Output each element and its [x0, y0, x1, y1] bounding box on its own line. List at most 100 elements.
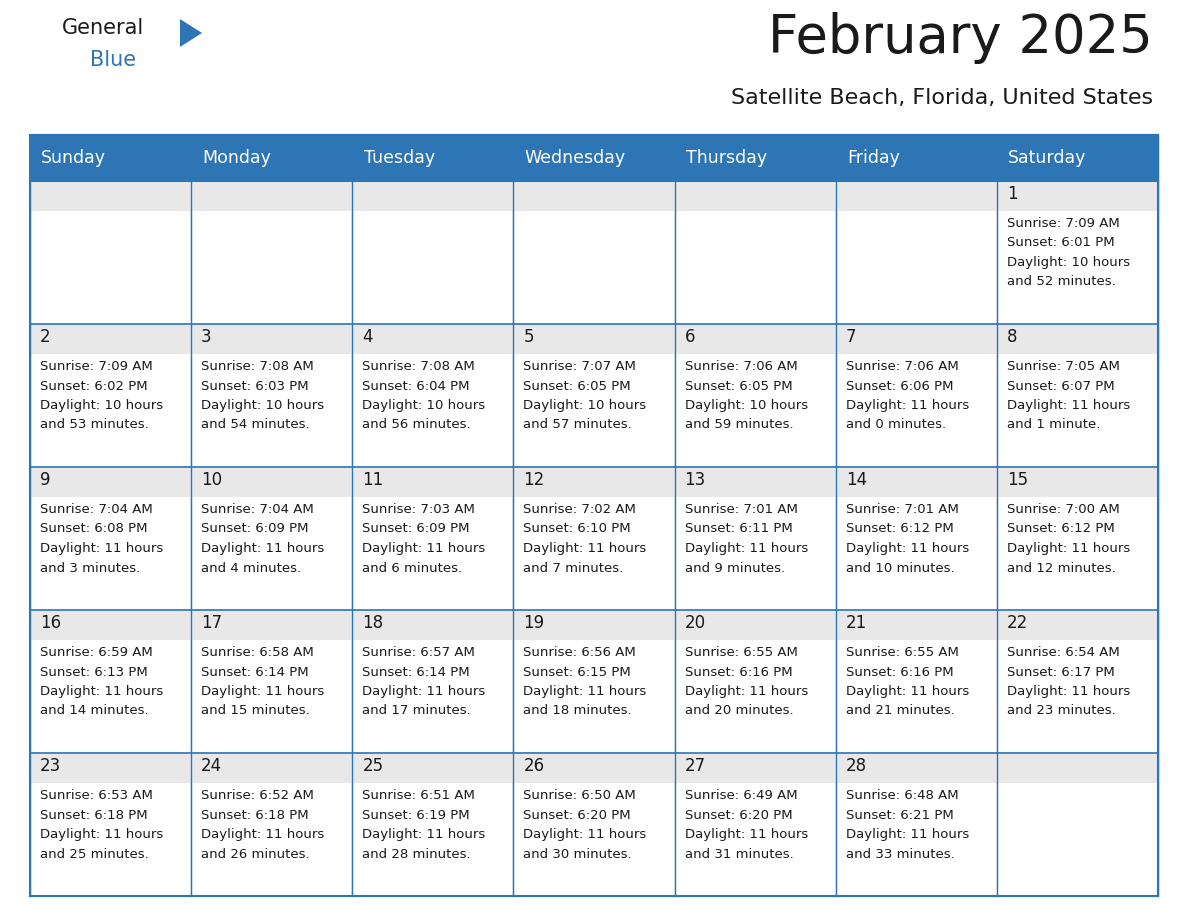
Text: Sunrise: 7:01 AM: Sunrise: 7:01 AM — [684, 503, 797, 516]
Polygon shape — [181, 19, 202, 47]
Text: and 14 minutes.: and 14 minutes. — [40, 704, 148, 718]
Text: and 26 minutes.: and 26 minutes. — [201, 847, 310, 860]
Text: Sunrise: 7:06 AM: Sunrise: 7:06 AM — [846, 360, 959, 373]
Text: and 17 minutes.: and 17 minutes. — [362, 704, 470, 718]
Text: Sunrise: 6:55 AM: Sunrise: 6:55 AM — [684, 646, 797, 659]
Text: Sunrise: 7:08 AM: Sunrise: 7:08 AM — [362, 360, 475, 373]
Text: Sunrise: 7:02 AM: Sunrise: 7:02 AM — [524, 503, 637, 516]
Bar — [513, 181, 675, 324]
Text: Sunrise: 7:06 AM: Sunrise: 7:06 AM — [684, 360, 797, 373]
Text: Sunrise: 7:04 AM: Sunrise: 7:04 AM — [40, 503, 153, 516]
Bar — [191, 610, 353, 753]
Bar — [191, 467, 353, 610]
Bar — [997, 324, 1158, 354]
Bar — [191, 467, 353, 497]
Text: Sunset: 6:07 PM: Sunset: 6:07 PM — [1007, 379, 1114, 393]
Bar — [675, 610, 835, 753]
Text: Daylight: 11 hours: Daylight: 11 hours — [846, 542, 969, 555]
Bar — [191, 610, 353, 640]
Bar — [835, 467, 997, 497]
Bar — [675, 753, 835, 783]
Text: 27: 27 — [684, 757, 706, 775]
Text: Sunset: 6:16 PM: Sunset: 6:16 PM — [684, 666, 792, 678]
Bar — [675, 467, 835, 610]
Text: and 28 minutes.: and 28 minutes. — [362, 847, 470, 860]
Text: Sunset: 6:20 PM: Sunset: 6:20 PM — [684, 809, 792, 822]
Bar — [353, 610, 513, 640]
Text: Daylight: 11 hours: Daylight: 11 hours — [846, 828, 969, 841]
Text: Sunset: 6:11 PM: Sunset: 6:11 PM — [684, 522, 792, 535]
Bar — [353, 610, 513, 753]
Bar — [513, 610, 675, 753]
Text: Sunset: 6:19 PM: Sunset: 6:19 PM — [362, 809, 470, 822]
Text: Daylight: 11 hours: Daylight: 11 hours — [1007, 685, 1130, 698]
Text: Sunset: 6:09 PM: Sunset: 6:09 PM — [201, 522, 309, 535]
Text: 22: 22 — [1007, 614, 1028, 632]
Text: Sunrise: 6:52 AM: Sunrise: 6:52 AM — [201, 789, 314, 802]
Text: Sunset: 6:02 PM: Sunset: 6:02 PM — [40, 379, 147, 393]
Text: Sunrise: 6:48 AM: Sunrise: 6:48 AM — [846, 789, 959, 802]
Text: and 56 minutes.: and 56 minutes. — [362, 419, 470, 431]
Text: Sunrise: 7:01 AM: Sunrise: 7:01 AM — [846, 503, 959, 516]
Text: Sunrise: 6:53 AM: Sunrise: 6:53 AM — [40, 789, 153, 802]
Text: Daylight: 11 hours: Daylight: 11 hours — [40, 542, 163, 555]
Text: and 31 minutes.: and 31 minutes. — [684, 847, 794, 860]
Text: 25: 25 — [362, 757, 384, 775]
Text: Daylight: 11 hours: Daylight: 11 hours — [684, 542, 808, 555]
Bar — [835, 181, 997, 211]
Bar — [513, 324, 675, 354]
Text: 6: 6 — [684, 328, 695, 346]
Text: 19: 19 — [524, 614, 544, 632]
Bar — [675, 467, 835, 497]
Text: Sunset: 6:03 PM: Sunset: 6:03 PM — [201, 379, 309, 393]
Bar — [997, 181, 1158, 324]
Bar — [835, 753, 997, 783]
Bar — [997, 135, 1158, 181]
Text: Sunset: 6:12 PM: Sunset: 6:12 PM — [846, 522, 954, 535]
Bar — [513, 135, 675, 181]
Text: Sunrise: 7:08 AM: Sunrise: 7:08 AM — [201, 360, 314, 373]
Bar — [353, 753, 513, 783]
Bar — [513, 467, 675, 610]
Text: 17: 17 — [201, 614, 222, 632]
Text: Daylight: 10 hours: Daylight: 10 hours — [1007, 256, 1130, 269]
Bar — [353, 467, 513, 497]
Text: Daylight: 10 hours: Daylight: 10 hours — [201, 399, 324, 412]
Text: Sunset: 6:20 PM: Sunset: 6:20 PM — [524, 809, 631, 822]
Text: 9: 9 — [40, 471, 51, 489]
Bar — [30, 753, 191, 783]
Text: Sunset: 6:15 PM: Sunset: 6:15 PM — [524, 666, 631, 678]
Text: Satellite Beach, Florida, United States: Satellite Beach, Florida, United States — [731, 88, 1154, 108]
Bar — [675, 135, 835, 181]
Text: 11: 11 — [362, 471, 384, 489]
Text: 23: 23 — [40, 757, 62, 775]
Text: and 7 minutes.: and 7 minutes. — [524, 562, 624, 575]
Text: Sunrise: 7:05 AM: Sunrise: 7:05 AM — [1007, 360, 1120, 373]
Bar — [835, 467, 997, 610]
Text: and 57 minutes.: and 57 minutes. — [524, 419, 632, 431]
Text: Sunrise: 6:55 AM: Sunrise: 6:55 AM — [846, 646, 959, 659]
Text: Daylight: 11 hours: Daylight: 11 hours — [362, 542, 486, 555]
Bar — [675, 181, 835, 324]
Bar — [30, 610, 191, 640]
Bar — [835, 610, 997, 753]
Text: Daylight: 10 hours: Daylight: 10 hours — [362, 399, 486, 412]
Bar — [513, 753, 675, 896]
Bar — [30, 181, 191, 324]
Text: Sunset: 6:16 PM: Sunset: 6:16 PM — [846, 666, 953, 678]
Bar — [675, 181, 835, 211]
Text: 7: 7 — [846, 328, 857, 346]
Text: Sunset: 6:18 PM: Sunset: 6:18 PM — [40, 809, 147, 822]
Text: 16: 16 — [40, 614, 61, 632]
Text: and 4 minutes.: and 4 minutes. — [201, 562, 302, 575]
Text: and 25 minutes.: and 25 minutes. — [40, 847, 148, 860]
Bar — [191, 753, 353, 783]
Bar — [353, 181, 513, 211]
Text: Sunset: 6:14 PM: Sunset: 6:14 PM — [201, 666, 309, 678]
Text: Sunrise: 7:03 AM: Sunrise: 7:03 AM — [362, 503, 475, 516]
Text: Sunrise: 6:59 AM: Sunrise: 6:59 AM — [40, 646, 153, 659]
Text: Sunrise: 6:51 AM: Sunrise: 6:51 AM — [362, 789, 475, 802]
Bar — [513, 181, 675, 211]
Text: Sunset: 6:12 PM: Sunset: 6:12 PM — [1007, 522, 1114, 535]
Text: and 6 minutes.: and 6 minutes. — [362, 562, 462, 575]
